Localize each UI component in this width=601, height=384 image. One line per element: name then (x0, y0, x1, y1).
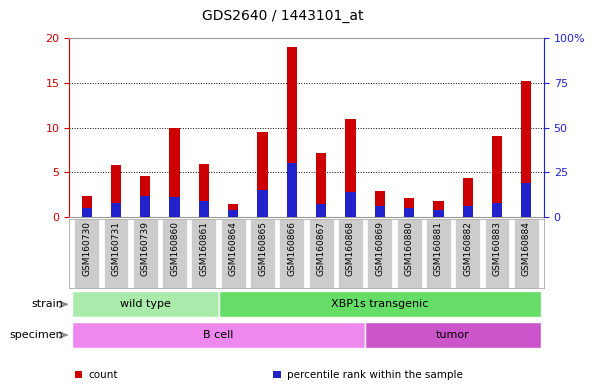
Bar (463, 178, 473, 217)
Bar (374, 206, 385, 217)
Text: tumor: tumor (436, 330, 470, 340)
Text: strain: strain (31, 299, 63, 310)
Bar (365, 322, 541, 348)
Bar (257, 190, 267, 217)
Bar (257, 132, 267, 217)
Text: GSM160861: GSM160861 (200, 221, 209, 276)
Text: GSM160883: GSM160883 (492, 221, 501, 276)
Bar (346, 192, 356, 217)
Text: GSM160865: GSM160865 (258, 221, 267, 276)
Bar (521, 183, 531, 217)
Text: percentile rank within the sample: percentile rank within the sample (287, 370, 463, 380)
Bar (103, 219, 129, 288)
Bar (426, 219, 451, 288)
Text: GSM160866: GSM160866 (287, 221, 296, 276)
Bar (367, 219, 392, 288)
Bar (72, 291, 219, 317)
Bar (192, 219, 216, 288)
Bar (338, 219, 363, 288)
Bar (316, 153, 326, 217)
Bar (433, 201, 444, 217)
Text: GSM160869: GSM160869 (375, 221, 384, 276)
Bar (404, 208, 414, 217)
Text: GSM160739: GSM160739 (141, 221, 150, 276)
Text: GSM160881: GSM160881 (434, 221, 443, 276)
Bar (397, 219, 421, 288)
Bar (82, 208, 92, 217)
Bar (492, 203, 502, 217)
Bar (140, 176, 150, 217)
Bar (199, 164, 209, 217)
Bar (521, 81, 531, 217)
Bar (111, 165, 121, 217)
Bar (250, 219, 275, 288)
Bar (309, 219, 334, 288)
Text: XBP1s transgenic: XBP1s transgenic (331, 299, 429, 310)
Text: GSM160730: GSM160730 (82, 221, 91, 276)
Bar (374, 191, 385, 217)
Bar (514, 219, 538, 288)
Bar (75, 219, 99, 288)
Bar (199, 201, 209, 217)
Text: wild type: wild type (120, 299, 171, 310)
Bar (287, 164, 297, 217)
Bar (169, 127, 180, 217)
Text: specimen: specimen (10, 330, 63, 340)
Text: count: count (88, 370, 118, 380)
Bar (228, 204, 239, 217)
Text: GSM160868: GSM160868 (346, 221, 355, 276)
Bar (404, 198, 414, 217)
Text: GSM160860: GSM160860 (170, 221, 179, 276)
Text: GSM160884: GSM160884 (522, 221, 531, 276)
Text: GSM160864: GSM160864 (229, 221, 238, 276)
Bar (219, 291, 541, 317)
Text: GSM160731: GSM160731 (112, 221, 121, 276)
Text: B cell: B cell (203, 330, 234, 340)
Bar (316, 204, 326, 217)
Bar (111, 203, 121, 217)
Bar (463, 206, 473, 217)
Bar (133, 219, 158, 288)
Bar (287, 47, 297, 217)
Text: GSM160882: GSM160882 (463, 221, 472, 276)
Bar (140, 195, 150, 217)
Bar (82, 197, 92, 217)
Bar (346, 119, 356, 217)
Text: GSM160867: GSM160867 (317, 221, 326, 276)
Bar (72, 322, 365, 348)
Text: GDS2640 / 1443101_at: GDS2640 / 1443101_at (202, 9, 363, 23)
Text: GSM160880: GSM160880 (404, 221, 413, 276)
Bar (455, 219, 480, 288)
Bar (433, 210, 444, 217)
Bar (169, 197, 180, 217)
Bar (492, 136, 502, 217)
Bar (279, 219, 304, 288)
Bar (484, 219, 510, 288)
Bar (162, 219, 187, 288)
Bar (228, 210, 239, 217)
Bar (221, 219, 246, 288)
